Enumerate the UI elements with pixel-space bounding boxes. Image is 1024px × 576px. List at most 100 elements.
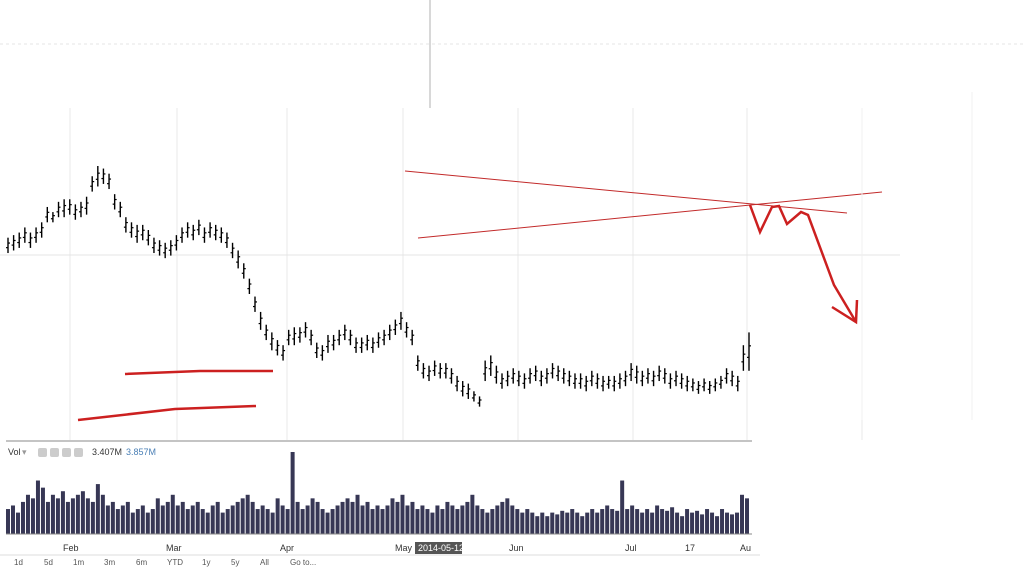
range-button-1m[interactable]: 1m	[73, 558, 84, 567]
range-selector: 1d 5d 1m 3m 6m YTD 1y 5y All Go to...	[0, 554, 760, 567]
price-bar	[601, 375, 606, 392]
price-bar	[572, 373, 577, 389]
range-button-3m[interactable]: 3m	[104, 558, 115, 567]
price-bar	[151, 237, 156, 254]
price-bar	[645, 368, 650, 384]
price-bar	[22, 227, 27, 243]
volume-bar	[385, 505, 390, 534]
volume-bar	[45, 501, 50, 534]
volume-bar	[365, 501, 370, 534]
close-icon[interactable]	[74, 448, 83, 457]
volume-bar	[275, 498, 280, 534]
price-bar	[354, 337, 359, 353]
price-bar	[460, 381, 465, 397]
volume-bar	[580, 516, 585, 534]
price-bar	[168, 240, 173, 256]
price-bar	[730, 370, 735, 387]
price-bar	[56, 201, 61, 218]
price-bar	[202, 227, 207, 243]
price-bar	[174, 235, 179, 251]
volume-tool-icons[interactable]	[38, 448, 83, 457]
price-bar	[185, 222, 190, 238]
price-bar	[438, 363, 443, 379]
price-bar	[617, 373, 622, 389]
triangle-lower-line	[417, 191, 883, 239]
volume-caret-icon[interactable]: ▾	[22, 447, 27, 457]
price-bar	[387, 324, 392, 341]
volume-bar	[165, 501, 170, 534]
price-bar	[297, 327, 302, 343]
date-highlight-box	[415, 542, 462, 554]
price-bar	[123, 217, 128, 233]
volume-bar	[635, 509, 640, 534]
volume-bar	[410, 501, 415, 534]
volume-bar	[440, 509, 445, 534]
price-bar	[39, 222, 44, 238]
range-button-5y[interactable]: 5y	[231, 558, 239, 567]
price-bar	[674, 370, 679, 387]
price-bar	[623, 370, 628, 387]
price-bar	[101, 168, 106, 184]
volume-bar	[135, 509, 140, 534]
price-bar	[224, 232, 229, 248]
volume-bar	[730, 514, 735, 534]
volume-bar	[50, 494, 55, 534]
price-bar	[427, 365, 432, 382]
range-button-ytd[interactable]: YTD	[167, 558, 183, 567]
volume-bar	[35, 480, 40, 534]
volume-bar	[420, 505, 425, 534]
x-tick-label: 17	[685, 543, 695, 553]
volume-bar	[130, 512, 135, 534]
price-bar	[314, 342, 319, 358]
settings-icon[interactable]	[38, 448, 47, 457]
add-icon[interactable]	[62, 448, 71, 457]
volume-bar	[690, 512, 695, 534]
price-bar	[544, 368, 549, 384]
volume-bar	[705, 509, 710, 534]
volume-bar	[585, 512, 590, 534]
price-bar	[370, 337, 375, 353]
price-bar	[606, 375, 611, 389]
volume-bar	[415, 509, 420, 534]
price-bar	[679, 373, 684, 389]
range-button-1y[interactable]: 1y	[202, 558, 210, 567]
range-button-all[interactable]: All	[260, 558, 269, 567]
range-button-1d[interactable]: 1d	[14, 558, 23, 567]
go-to-button[interactable]: Go to...	[290, 558, 316, 567]
price-bar	[107, 173, 112, 190]
volume-bar	[205, 512, 210, 534]
price-bar	[365, 334, 370, 351]
volume-bar	[210, 505, 215, 534]
price-bar	[236, 250, 241, 269]
price-bar	[84, 196, 89, 215]
price-bar	[146, 230, 151, 246]
volume-bar	[300, 509, 305, 534]
volume-bar	[360, 505, 365, 534]
range-button-6m[interactable]: 6m	[136, 558, 147, 567]
price-bar	[747, 332, 751, 371]
volume-bar	[740, 494, 745, 534]
volume-bar	[550, 512, 555, 534]
volume-bar	[500, 501, 505, 534]
range-button-5d[interactable]: 5d	[44, 558, 53, 567]
refresh-icon[interactable]	[50, 448, 59, 457]
price-bar	[550, 363, 555, 379]
price-bar	[331, 334, 336, 351]
price-bar	[735, 375, 740, 392]
volume-bar	[260, 505, 265, 534]
price-bar	[410, 329, 415, 346]
volume-bar	[160, 505, 165, 534]
volume-bar	[625, 509, 630, 534]
volume-bar	[100, 494, 105, 534]
x-tick-label: Feb	[63, 543, 79, 553]
price-bar	[477, 396, 482, 407]
volume-bar	[280, 505, 285, 534]
price-bar	[393, 319, 398, 335]
price-bar	[634, 365, 639, 384]
price-bar	[578, 373, 583, 389]
volume-bar	[195, 501, 200, 534]
volume-bar	[700, 514, 705, 534]
price-bar	[556, 365, 561, 382]
price-bar	[230, 242, 235, 259]
